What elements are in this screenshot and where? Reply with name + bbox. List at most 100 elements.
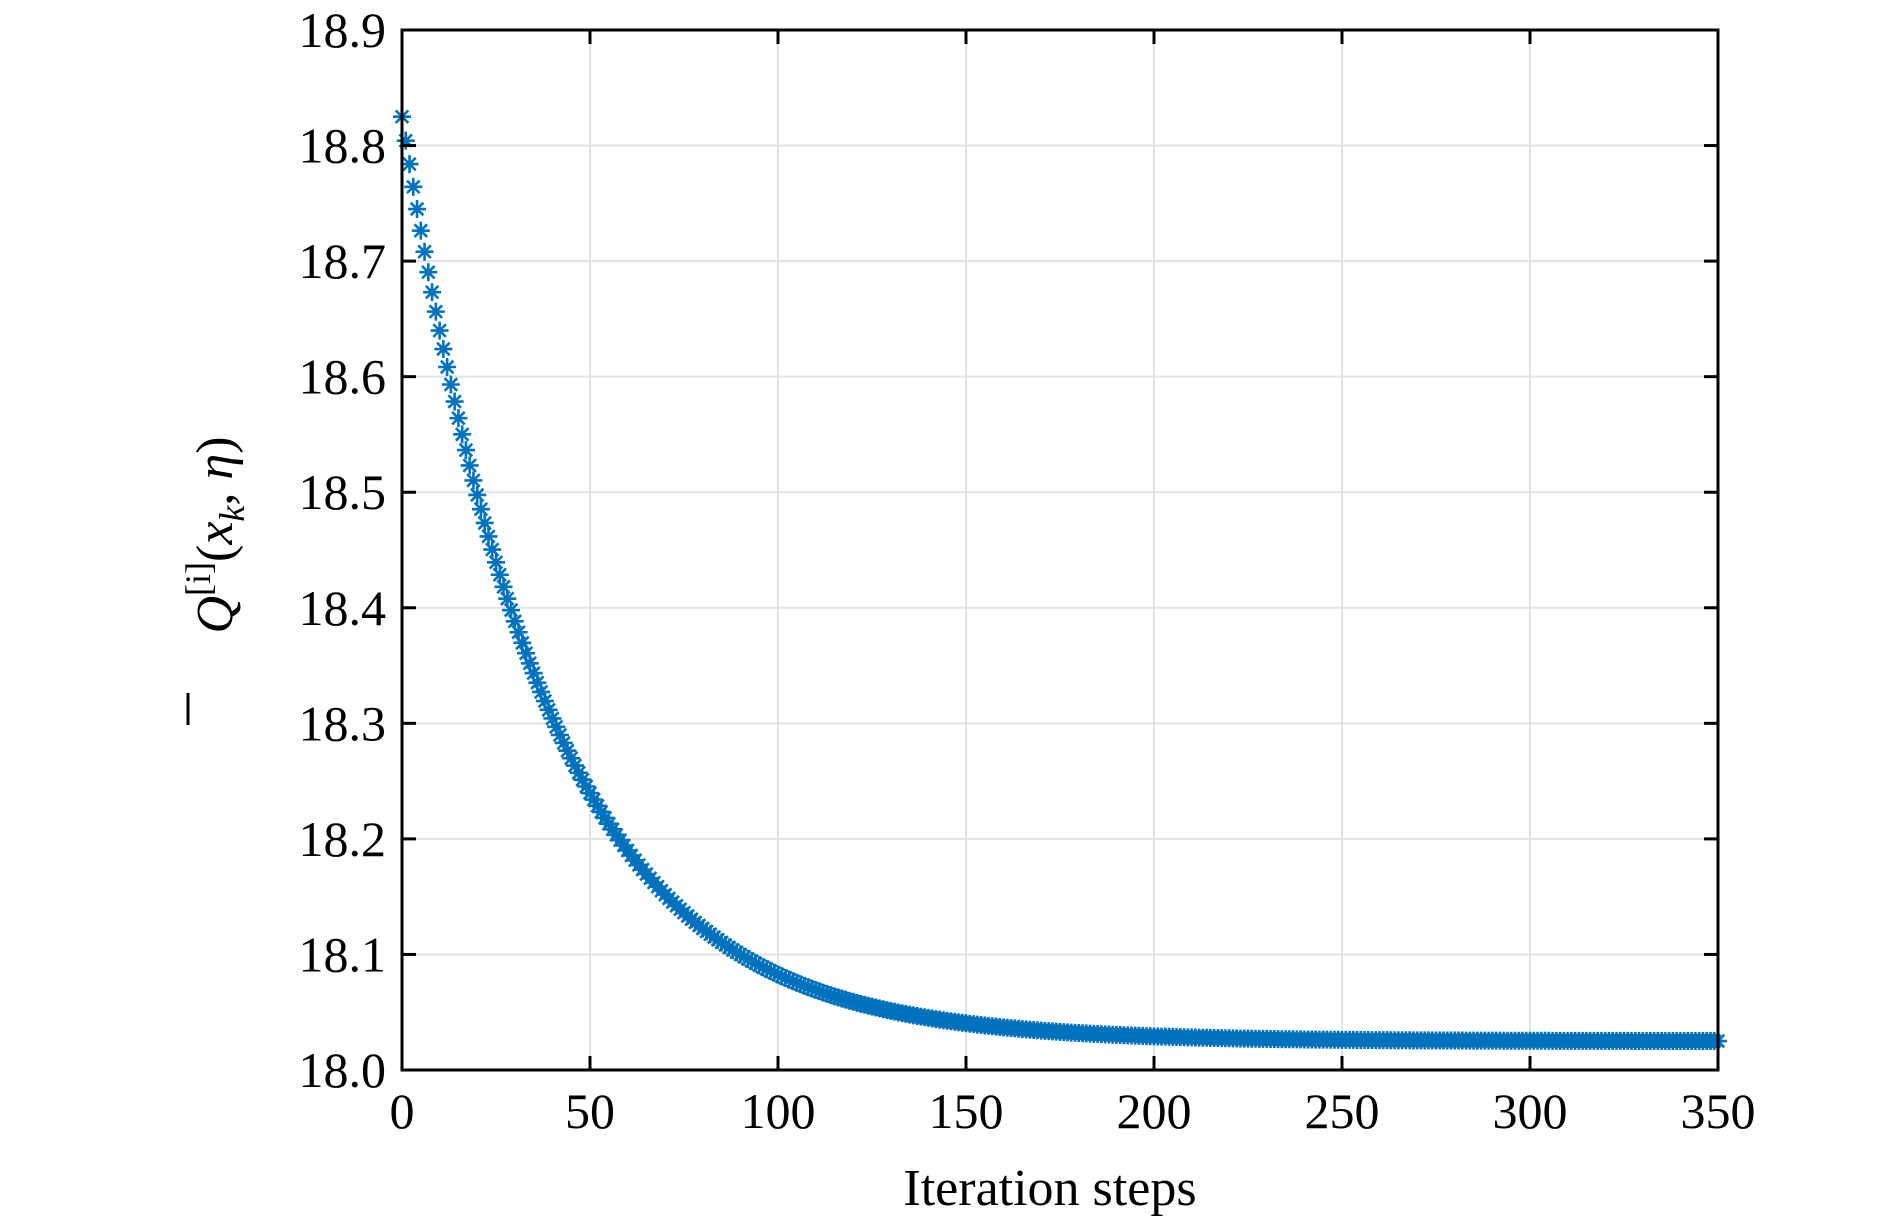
data-point (599, 814, 618, 833)
data-point (479, 527, 498, 546)
y-tick-label: 18.6 (299, 349, 387, 405)
data-point (573, 770, 592, 789)
data-point (528, 673, 547, 692)
x-tick-label: 150 (929, 1083, 1004, 1139)
y-label-superscript: [i] (178, 562, 218, 596)
x-tick-label: 50 (565, 1083, 615, 1139)
data-point (419, 263, 438, 282)
data-point (449, 409, 468, 428)
data-point (577, 777, 596, 796)
axis-ticks (400, 28, 1720, 1072)
data-point (408, 200, 427, 219)
x-tick-label: 200 (1117, 1083, 1192, 1139)
x-tick-label: 0 (390, 1083, 415, 1139)
data-point (532, 682, 551, 701)
y-tick-label: 18.5 (299, 464, 387, 520)
x-axis-label: Iteration steps (903, 1160, 1196, 1217)
data-point (761, 961, 780, 980)
data-point (535, 692, 554, 711)
y-label-arg2: η (187, 454, 244, 480)
data-point (411, 221, 430, 240)
data-point (795, 976, 814, 995)
svg-text:Q[i](xk, η): Q[i](xk, η) (178, 436, 252, 633)
data-point (471, 500, 490, 519)
data-point (784, 972, 803, 991)
data-point (588, 796, 607, 815)
y-tick-label: 18.7 (299, 233, 387, 289)
data-point (464, 471, 483, 490)
data-point (415, 242, 434, 261)
data-point (562, 749, 581, 768)
y-axis-label: Q[i](xk, η) (178, 436, 252, 725)
data-point (430, 321, 449, 340)
data-point (802, 979, 821, 998)
data-point (434, 340, 453, 359)
data-point (400, 155, 419, 174)
data-point (445, 392, 464, 411)
data-point (565, 756, 584, 775)
data-point (524, 664, 543, 683)
y-tick-labels: 18.0 18.1 18.2 18.3 18.4 18.5 18.6 18.7 18.8 18.9 (299, 2, 387, 1098)
data-point (753, 958, 772, 977)
data-point (423, 283, 442, 302)
x-tick-label: 300 (1493, 1083, 1568, 1139)
data-point (468, 485, 487, 504)
data-point (475, 513, 494, 532)
data-point (757, 960, 776, 979)
y-tick-label: 18.0 (299, 1042, 387, 1098)
data-point (769, 965, 787, 984)
data-point (513, 633, 532, 652)
data-point (438, 357, 457, 376)
data-point (426, 302, 445, 321)
plot-frame (400, 28, 1720, 1072)
y-label-symbol: Q (187, 596, 244, 634)
y-tick-label: 18.1 (299, 926, 387, 982)
data-point (509, 623, 528, 642)
y-label-close-paren: ) (187, 436, 244, 453)
data-point (596, 808, 615, 827)
y-tick-label: 18.3 (299, 695, 387, 751)
y-label-arg1-subscript: k (212, 505, 252, 522)
y-tick-label: 18.2 (299, 811, 387, 867)
data-point (787, 973, 806, 992)
data-point (581, 784, 599, 803)
y-label-open-paren: ( (187, 545, 244, 562)
y-tick-label: 18.9 (299, 2, 387, 58)
data-point (539, 700, 558, 719)
data-point (806, 980, 825, 999)
data-point (592, 802, 611, 821)
data-point (441, 375, 460, 394)
x-tick-labels: 0 50 100 150 200 250 300 350 (390, 1083, 1756, 1139)
data-point (780, 970, 799, 989)
data-point (453, 425, 472, 444)
y-label-arg1: x (187, 522, 244, 546)
y-label-separator: , (187, 480, 244, 506)
x-tick-label: 250 (1305, 1083, 1380, 1139)
data-point (494, 577, 513, 596)
data-point (502, 601, 521, 620)
data-point (490, 565, 509, 584)
y-tick-label: 18.8 (299, 118, 387, 174)
data-point (776, 968, 795, 987)
x-tick-label: 100 (741, 1083, 816, 1139)
data-point (765, 963, 784, 982)
data-point (558, 741, 577, 760)
data-point (550, 726, 569, 745)
data-point (554, 733, 573, 752)
x-tick-label: 350 (1681, 1083, 1756, 1139)
data-point (569, 763, 588, 782)
data-point (396, 131, 415, 150)
data-point (520, 654, 539, 673)
data-point (404, 177, 423, 196)
data-point (772, 967, 791, 986)
data-point (543, 709, 562, 728)
data-point (799, 978, 818, 997)
data-point (505, 612, 524, 631)
data-point (487, 553, 505, 572)
y-tick-label: 18.4 (299, 580, 387, 636)
data-point (483, 540, 502, 559)
data-point (791, 975, 810, 994)
data-series (393, 107, 1727, 1051)
data-point (584, 790, 603, 809)
